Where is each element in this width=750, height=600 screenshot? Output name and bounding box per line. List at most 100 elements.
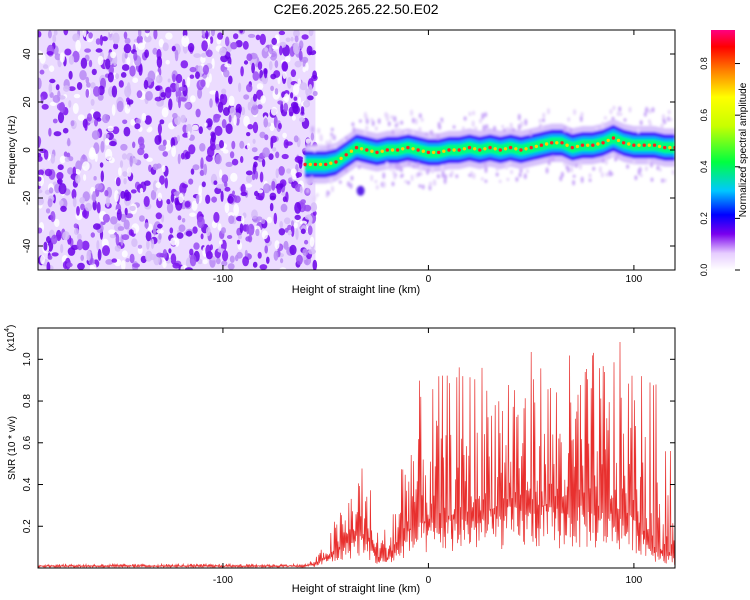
signal-speck <box>365 125 369 131</box>
noise-speck <box>178 96 181 109</box>
signal-speck <box>329 177 333 184</box>
signal-speck <box>501 124 505 129</box>
noise-speck <box>172 112 178 119</box>
signal-speck <box>618 106 622 112</box>
noise-speck <box>238 82 242 93</box>
signal-speck <box>421 184 425 190</box>
noise-speck <box>201 40 208 52</box>
noise-speck <box>124 37 131 45</box>
signal-speck <box>430 168 434 174</box>
noise-speck <box>43 149 49 160</box>
noise-speck <box>247 124 254 130</box>
signal-speck <box>385 161 389 168</box>
signal-peak <box>324 162 328 167</box>
noise-speck <box>50 211 56 223</box>
noise-speck <box>82 209 87 218</box>
signal-peak <box>365 148 369 152</box>
noise-speck <box>77 114 85 121</box>
noise-speck <box>273 250 279 261</box>
signal-peak <box>565 143 569 147</box>
noise-speck <box>277 122 282 130</box>
noise-speck <box>231 158 239 166</box>
noise-speck <box>245 170 253 176</box>
signal-speck <box>661 114 665 120</box>
signal-speck <box>498 179 502 183</box>
noise-speck <box>291 220 294 227</box>
noise-speck <box>306 45 313 56</box>
noise-speck <box>126 97 130 103</box>
noise-speck <box>247 235 253 243</box>
noise-speck <box>82 30 87 38</box>
noise-speck <box>239 140 245 149</box>
noise-speck <box>113 43 119 50</box>
noise-speck <box>159 119 165 125</box>
noise-speck <box>283 102 289 112</box>
signal-speck <box>352 126 356 134</box>
noise-speck <box>259 77 267 82</box>
signal-peak <box>632 143 636 147</box>
y-tick-label: 0.4 <box>22 477 33 491</box>
noise-speck <box>73 223 78 229</box>
signal-speck <box>450 170 454 177</box>
noise-speck <box>116 100 124 113</box>
signal-speck <box>484 179 488 183</box>
noise-speck <box>43 241 48 251</box>
signal-peak <box>514 147 518 151</box>
noise-speck <box>140 255 147 264</box>
noise-speck <box>181 35 190 47</box>
noise-speck <box>105 259 114 265</box>
noise-speck <box>124 207 128 216</box>
noise-speck <box>156 252 164 258</box>
colorbar-label: Normalized spectral amplitude <box>738 82 749 217</box>
signal-speck <box>412 164 416 169</box>
noise-speck <box>209 90 217 95</box>
noise-speck <box>236 239 241 245</box>
noise-speck <box>308 248 316 255</box>
signal-speck <box>392 170 396 177</box>
noise-speck <box>259 171 264 183</box>
noise-speck <box>55 229 62 242</box>
noise-speck <box>143 180 151 186</box>
noise-speck <box>64 48 72 56</box>
noise-speck <box>153 30 158 40</box>
signal-speck <box>529 130 533 137</box>
signal-peak <box>534 144 538 149</box>
noise-speck <box>123 43 132 54</box>
signal-speck <box>634 175 638 181</box>
noise-speck <box>261 158 266 168</box>
noise-speck <box>120 72 127 78</box>
noise-speck <box>298 159 303 169</box>
noise-speck <box>119 160 124 168</box>
colorbar-gradient <box>711 30 735 270</box>
noise-speck <box>189 248 194 256</box>
noise-speck <box>48 82 53 94</box>
noise-speck <box>217 32 224 40</box>
noise-speck <box>155 182 162 189</box>
noise-speck <box>187 131 191 139</box>
noise-speck <box>97 55 104 66</box>
noise-speck <box>59 52 65 63</box>
noise-speck <box>95 183 103 191</box>
signal-peak <box>601 141 605 145</box>
noise-speck <box>72 166 77 177</box>
noise-speck <box>195 71 200 79</box>
noise-speck <box>184 102 191 109</box>
noise-speck <box>74 228 79 235</box>
noise-speck <box>123 126 131 137</box>
signal-speck <box>436 133 440 140</box>
signal-peak <box>380 149 384 153</box>
noise-speck <box>293 30 300 38</box>
noise-speck <box>77 233 82 241</box>
noise-speck <box>150 238 155 250</box>
noise-speck <box>75 174 81 184</box>
noise-speck <box>285 141 293 146</box>
noise-speck <box>228 114 232 123</box>
noise-speck <box>221 174 229 184</box>
noise-speck <box>145 231 152 242</box>
signal-speck <box>579 115 583 122</box>
noise-speck <box>49 78 56 84</box>
noise-speck <box>241 215 245 224</box>
noise-speck <box>257 251 262 259</box>
noise-speck <box>62 231 70 241</box>
signal-speck <box>644 166 648 172</box>
